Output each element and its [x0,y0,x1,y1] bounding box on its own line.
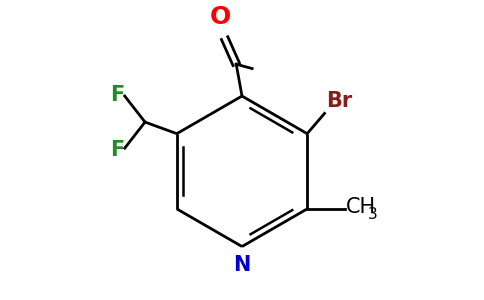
Text: O: O [210,5,231,29]
Text: CH: CH [346,197,377,218]
Text: F: F [110,140,125,160]
Text: F: F [110,85,125,105]
Text: Br: Br [326,91,352,110]
Text: N: N [233,255,251,274]
Text: 3: 3 [368,207,378,222]
